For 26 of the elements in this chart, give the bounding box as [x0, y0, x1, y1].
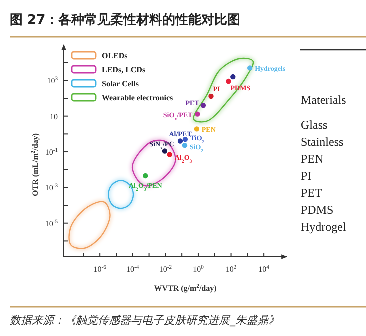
text: Materials	[301, 93, 347, 107]
legend-label: OLEDs	[102, 52, 128, 60]
y-tick-label: 10$^{-1}$	[45, 148, 58, 158]
y-tick-label: 10	[50, 112, 58, 122]
x-axis-title: WVTR (g/m$^{2}$/day)	[154, 284, 218, 293]
chart-title: 图 27：各种常见柔性材料的性能对比图	[10, 12, 241, 28]
x-tick-label: 10$^{-4}$	[126, 265, 140, 274]
y-tick-label: 10$^{-3}$	[45, 184, 58, 193]
text: PEN	[301, 152, 324, 166]
legend-label: Wearable electronics	[102, 94, 174, 102]
text: PET	[301, 186, 324, 200]
text: PDMS	[301, 203, 334, 217]
x-tick-label: 10$^{-2}$	[159, 265, 172, 274]
x-tick-label: 10$^{-6}$	[94, 265, 107, 274]
x-tick-label: 10$^{4}$	[258, 265, 270, 274]
legend-label: LEDs, LCDs	[102, 66, 146, 74]
source-note: 数据来源：《触觉传感器与电子皮肤研究进展_朱盛鼎》	[10, 314, 280, 327]
text: Stainless	[301, 135, 344, 149]
x-tick-label: 10$^{2}$	[226, 265, 237, 274]
text: PI	[301, 169, 312, 183]
y-tick-label: 10$^{-5}$	[45, 219, 58, 228]
text: Glass	[301, 118, 328, 132]
x-tick-label: 10$^{0}$	[193, 265, 204, 274]
text: Hydrogel	[301, 220, 347, 234]
y-tick-label: 10$^{3}$	[47, 76, 58, 86]
legend-label: Solar Cells	[102, 80, 139, 88]
